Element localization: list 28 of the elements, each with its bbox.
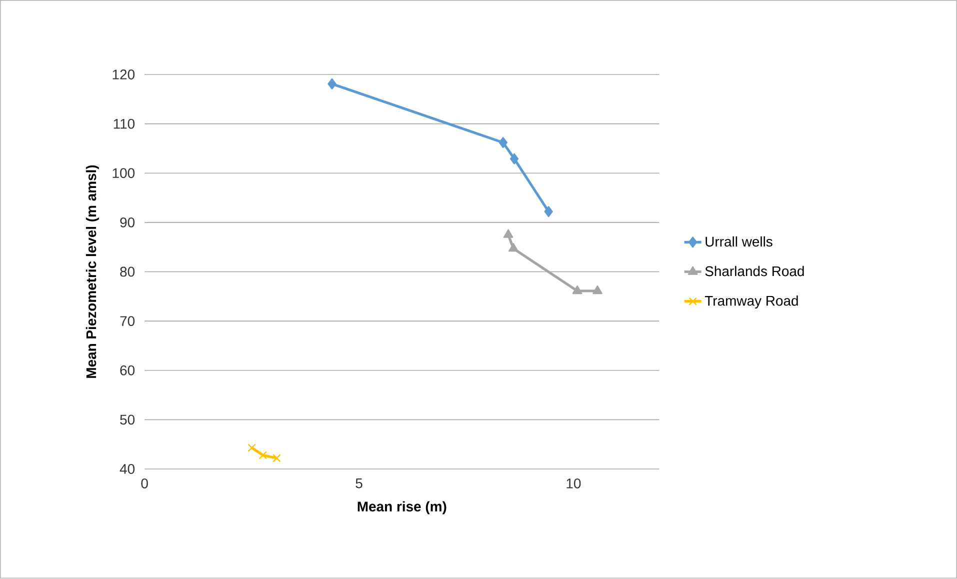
point [572, 286, 582, 294]
point [503, 229, 514, 238]
y-tick-label: 110 [114, 119, 135, 129]
y-tick-label: 90 [120, 218, 135, 228]
point [328, 78, 336, 90]
y-tick-label: 80 [120, 267, 135, 277]
x-axis-title: Mean rise (m) [358, 501, 446, 514]
legend-label: Tramway Road [704, 296, 798, 309]
y-tick-label: 50 [120, 414, 135, 425]
point [508, 243, 518, 252]
y-tick-label: 40 [120, 464, 135, 474]
y-tick-label: 100 [112, 168, 135, 178]
point [498, 137, 508, 148]
legend-label: Urrall wells [706, 236, 772, 247]
y-axis-title: Mean Piezometric level (m amsl) [86, 166, 99, 378]
point [248, 444, 256, 452]
x-tick-label: 0 [141, 478, 148, 489]
y-tick-label: 60 [120, 366, 135, 376]
point [272, 454, 281, 462]
x-tick-label: 5 [356, 478, 362, 488]
point [544, 206, 553, 218]
point [592, 286, 602, 294]
legend-label: Sharlands Road [705, 266, 804, 276]
y-tick-label: 120 [112, 70, 135, 80]
point [510, 153, 519, 165]
y-tick-label: 70 [120, 316, 135, 326]
x-tick-label: 10 [566, 478, 581, 489]
point [258, 451, 268, 460]
